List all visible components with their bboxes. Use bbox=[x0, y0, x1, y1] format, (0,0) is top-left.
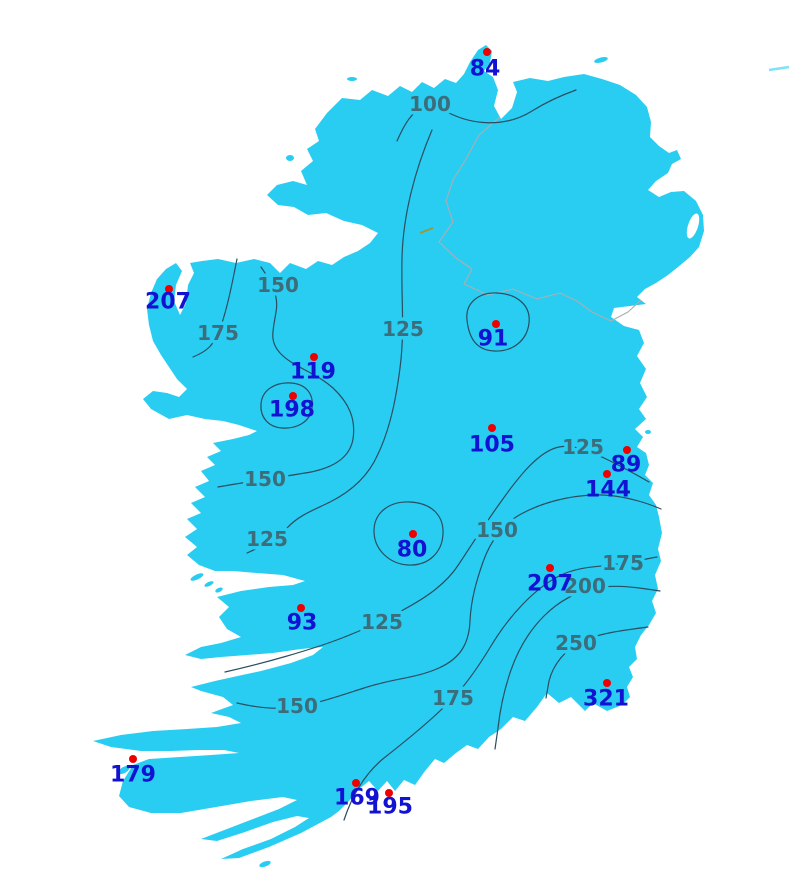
island-tory bbox=[347, 77, 357, 81]
contour-label-125-3: 125 bbox=[382, 317, 424, 341]
station-value-195-14: 195 bbox=[367, 795, 413, 820]
station-value-144-7: 144 bbox=[585, 478, 631, 503]
station-value-169-13: 169 bbox=[334, 786, 380, 811]
station-dot-119-2 bbox=[310, 353, 318, 361]
contour-label-200-9: 200 bbox=[564, 574, 606, 598]
contour-label-100-0: 100 bbox=[409, 92, 451, 116]
station-dot-93-10 bbox=[297, 604, 305, 612]
contour-label-125-6: 125 bbox=[246, 527, 288, 551]
contour-lines-layer bbox=[192, 89, 662, 821]
contour-label-175-2: 175 bbox=[197, 321, 239, 345]
station-dot-321-11 bbox=[603, 679, 611, 687]
contour-loop-100-around-80 bbox=[373, 501, 444, 566]
station-dot-89-6 bbox=[623, 446, 631, 454]
contour-line-200 bbox=[494, 585, 661, 750]
island-lambay bbox=[645, 430, 651, 434]
contour-label-175-8: 175 bbox=[602, 551, 644, 575]
scotland-coast-fragment bbox=[768, 65, 790, 72]
station-value-321-11: 321 bbox=[583, 687, 629, 712]
contour-label-125-10: 125 bbox=[361, 610, 403, 634]
contour-loop-175-around-198 bbox=[260, 382, 313, 429]
island-clear bbox=[259, 860, 271, 868]
island-rathlin bbox=[594, 57, 608, 63]
contour-line-175-east bbox=[343, 556, 658, 821]
station-value-207-1: 207 bbox=[145, 290, 191, 315]
station-dot-169-13 bbox=[352, 779, 360, 787]
contour-loop-100-around-91 bbox=[466, 292, 530, 352]
landmass-layer bbox=[93, 45, 790, 868]
island-aran-2 bbox=[204, 581, 214, 587]
contour-label-150-13: 150 bbox=[276, 694, 318, 718]
contour-label-125-4: 125 bbox=[562, 435, 604, 459]
station-dot-207-1 bbox=[165, 285, 173, 293]
contour-label-150-5: 150 bbox=[244, 467, 286, 491]
station-value-84-0: 84 bbox=[470, 57, 501, 82]
station-value-80-8: 80 bbox=[397, 538, 428, 563]
contour-line-175-west bbox=[192, 258, 238, 358]
station-dot-179-12 bbox=[129, 755, 137, 763]
station-value-93-10: 93 bbox=[287, 611, 318, 636]
island-aran-1 bbox=[190, 573, 204, 581]
contour-line-125-south bbox=[224, 445, 650, 673]
station-value-179-12: 179 bbox=[110, 763, 156, 788]
station-value-89-6: 89 bbox=[611, 453, 642, 478]
station-dot-207-9 bbox=[546, 564, 554, 572]
contour-line-150-west bbox=[217, 266, 355, 488]
station-dot-84-0 bbox=[483, 48, 491, 56]
contour-line-250 bbox=[545, 626, 649, 699]
contour-label-150-1: 150 bbox=[257, 273, 299, 297]
island-aran-3 bbox=[215, 587, 223, 593]
station-value-207-9: 207 bbox=[527, 572, 573, 597]
station-value-91-4: 91 bbox=[478, 327, 509, 352]
island-valentia bbox=[118, 766, 130, 774]
contour-line-125-long bbox=[246, 129, 433, 554]
island-arranmore bbox=[286, 155, 294, 161]
contour-label-250-11: 250 bbox=[555, 631, 597, 655]
contour-line-150-main bbox=[236, 494, 662, 709]
border-layer bbox=[419, 116, 642, 322]
station-dot-80-8 bbox=[409, 530, 417, 538]
ireland-landmass bbox=[93, 45, 704, 859]
river-mark bbox=[419, 227, 434, 234]
station-value-105-5: 105 bbox=[469, 433, 515, 458]
station-dot-198-3 bbox=[289, 392, 297, 400]
contour-line-100-north bbox=[396, 89, 577, 142]
station-dot-195-14 bbox=[385, 789, 393, 797]
station-value-198-3: 198 bbox=[269, 398, 315, 423]
contour-label-150-7: 150 bbox=[476, 518, 518, 542]
station-dot-105-5 bbox=[488, 424, 496, 432]
strangford-lough bbox=[686, 213, 700, 239]
station-dot-144-7 bbox=[603, 470, 611, 478]
contour-label-175-12: 175 bbox=[432, 686, 474, 710]
ni-border-line bbox=[438, 116, 642, 322]
station-value-119-2: 119 bbox=[290, 360, 336, 385]
station-dot-91-4 bbox=[492, 320, 500, 328]
